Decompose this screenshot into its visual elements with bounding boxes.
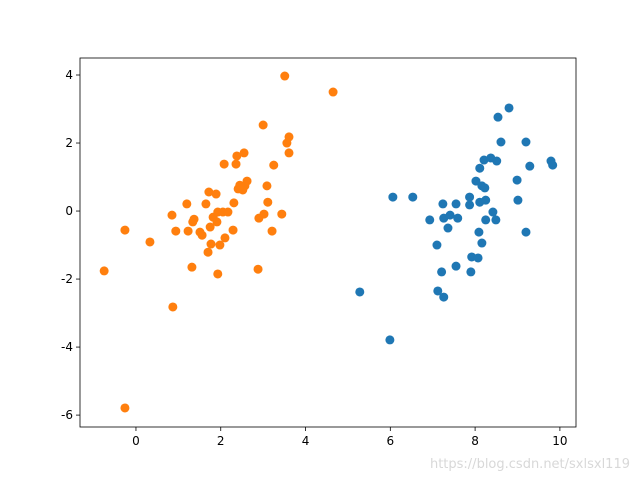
point xyxy=(548,160,558,170)
y-tick-label: 0 xyxy=(65,204,73,218)
point xyxy=(203,247,213,257)
point xyxy=(182,199,192,209)
point xyxy=(443,223,453,233)
point xyxy=(465,200,475,210)
point xyxy=(189,214,199,224)
point xyxy=(280,71,290,81)
point xyxy=(228,225,238,235)
point xyxy=(284,132,294,142)
point xyxy=(201,199,211,209)
y-tick-label: 2 xyxy=(65,136,73,150)
point xyxy=(504,103,514,113)
point xyxy=(223,207,233,217)
point xyxy=(215,240,225,250)
point xyxy=(496,137,506,147)
x-tick-label: 4 xyxy=(302,434,310,448)
x-tick-label: 2 xyxy=(217,434,225,448)
point xyxy=(242,176,252,186)
point xyxy=(259,209,269,219)
point xyxy=(220,233,230,243)
point xyxy=(439,292,449,302)
x-tick-label: 10 xyxy=(552,434,567,448)
point xyxy=(493,112,503,122)
point xyxy=(99,266,109,276)
point xyxy=(253,264,263,274)
point xyxy=(168,302,178,312)
point xyxy=(492,156,502,166)
point xyxy=(262,181,272,191)
point xyxy=(120,225,130,235)
point xyxy=(513,195,523,205)
point xyxy=(263,197,273,207)
point xyxy=(451,199,461,209)
point xyxy=(171,226,181,236)
x-tick-label: 0 xyxy=(132,434,140,448)
point xyxy=(521,137,531,147)
x-tick-label: 6 xyxy=(386,434,394,448)
point xyxy=(167,210,177,220)
point xyxy=(212,217,222,227)
point xyxy=(465,192,475,202)
point xyxy=(120,403,130,413)
point xyxy=(183,226,193,236)
point xyxy=(453,213,463,223)
point xyxy=(425,215,435,225)
point xyxy=(284,148,294,158)
watermark: https://blog.csdn.net/sxlsxl119 xyxy=(430,457,630,472)
point xyxy=(432,240,442,250)
point xyxy=(479,155,489,165)
point xyxy=(267,226,277,236)
point xyxy=(388,192,398,202)
point xyxy=(239,148,249,158)
y-tick-label: 4 xyxy=(65,68,73,82)
point xyxy=(451,261,461,271)
point xyxy=(219,159,229,169)
point xyxy=(229,198,239,208)
point xyxy=(232,151,242,161)
point xyxy=(328,87,338,97)
point xyxy=(231,159,241,169)
point xyxy=(204,187,214,197)
point xyxy=(206,239,216,249)
point xyxy=(481,215,491,225)
x-tick-label: 8 xyxy=(471,434,479,448)
point xyxy=(491,215,501,225)
point xyxy=(433,286,443,296)
point xyxy=(385,335,395,345)
point xyxy=(205,222,215,232)
point xyxy=(512,175,522,185)
y-tick-label: -6 xyxy=(61,408,73,422)
point xyxy=(481,195,491,205)
point xyxy=(258,120,268,130)
point xyxy=(466,267,476,277)
point xyxy=(521,227,531,237)
point xyxy=(488,207,498,217)
point xyxy=(145,237,155,247)
y-tick-label: -2 xyxy=(61,272,73,286)
point xyxy=(437,267,447,277)
point xyxy=(269,160,279,170)
point xyxy=(475,163,485,173)
point xyxy=(445,210,455,220)
point xyxy=(355,287,365,297)
point xyxy=(480,183,490,193)
point xyxy=(213,269,223,279)
y-tick-label: -4 xyxy=(61,340,73,354)
point xyxy=(438,199,448,209)
point xyxy=(277,209,287,219)
point xyxy=(525,161,535,171)
point xyxy=(477,238,487,248)
point xyxy=(408,192,418,202)
point xyxy=(197,230,207,240)
plot-frame xyxy=(79,57,577,428)
point xyxy=(474,227,484,237)
point xyxy=(211,189,221,199)
point xyxy=(187,262,197,272)
point xyxy=(473,253,483,263)
